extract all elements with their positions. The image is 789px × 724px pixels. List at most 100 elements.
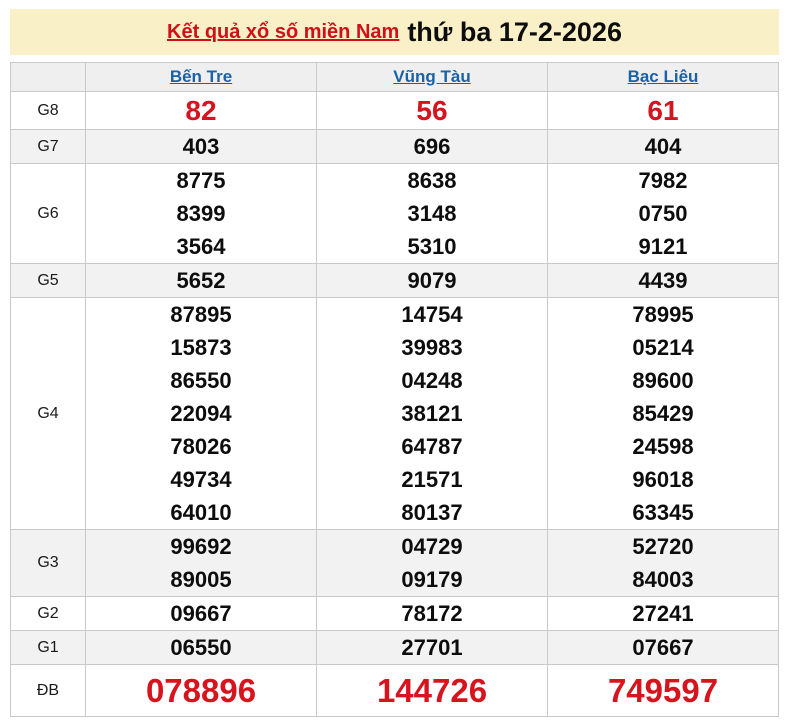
prize-number: 61 — [647, 95, 679, 126]
prize-cell: 8638 3148 5310 — [316, 163, 548, 264]
page-banner: Kết quả xổ số miền Nam thứ ba 17-2-2026 — [10, 9, 779, 55]
prize-number: 4439 — [638, 268, 688, 293]
prize-number: 27701 — [401, 635, 463, 660]
results-table: Bến Tre Vũng Tàu Bạc Liêu G8 82 56 61 G7 403 696… — [10, 62, 779, 717]
prize-cell: 82 — [85, 91, 317, 130]
prize-cell: 61 — [547, 91, 779, 130]
prize-label: G1 — [10, 630, 86, 665]
prize-cell: 09667 — [85, 596, 317, 631]
prize-number: 85429 — [632, 401, 694, 426]
prize-label: G7 — [10, 129, 86, 164]
prize-number: 0750 — [638, 201, 688, 226]
prize-label: G5 — [10, 263, 86, 298]
prize-number: 15873 — [170, 335, 232, 360]
province-header: Bạc Liêu — [547, 62, 779, 92]
province-header: Bến Tre — [85, 62, 317, 92]
prize-number: 96018 — [632, 467, 694, 492]
prize-number: 05214 — [632, 335, 694, 360]
title-date: thứ ba 17-2-2026 — [407, 16, 622, 47]
prize-number: 27241 — [632, 601, 694, 626]
prize-number: 21571 — [401, 467, 463, 492]
province-link[interactable]: Bến Tre — [169, 67, 233, 86]
prize-row-G6: G6 8775 8399 3564 8638 3148 5310 7982 0750 9121 — [10, 163, 779, 264]
prize-cell: 99692 89005 — [85, 529, 317, 597]
prize-number: 8775 — [176, 168, 226, 193]
prize-cell: 06550 — [85, 630, 317, 665]
prize-row-ĐB: ĐB 078896 144726 749597 — [10, 664, 779, 717]
prize-row-G1: G1 06550 27701 07667 — [10, 630, 779, 665]
prize-number: 80137 — [401, 500, 463, 525]
prize-number: 14754 — [401, 302, 463, 327]
prize-number: 09667 — [170, 601, 232, 626]
prize-cell: 144726 — [316, 664, 548, 717]
prize-label: G3 — [10, 529, 86, 597]
prize-row-G4: G4 87895 15873 86550 22094 78026 49734 64010 147… — [10, 297, 779, 530]
prize-number: 63345 — [632, 500, 694, 525]
prize-number: 7982 — [638, 168, 688, 193]
prize-number: 64787 — [401, 434, 463, 459]
prize-number: 89005 — [170, 567, 232, 592]
prize-number: 04729 — [401, 534, 463, 559]
prize-label: G8 — [10, 91, 86, 130]
prize-number: 06550 — [170, 635, 232, 660]
results-body: G8 82 56 61 G7 403 696 404 G6 8775 8399 3564 8638 314… — [10, 91, 779, 717]
prize-number: 3564 — [176, 234, 226, 259]
prize-number: 749597 — [607, 672, 719, 709]
prize-number: 78172 — [401, 601, 463, 626]
prize-number: 24598 — [632, 434, 694, 459]
prize-number: 64010 — [170, 500, 232, 525]
prize-cell: 87895 15873 86550 22094 78026 49734 64010 — [85, 297, 317, 530]
prize-cell: 8775 8399 3564 — [85, 163, 317, 264]
prize-number: 144726 — [376, 672, 488, 709]
prize-number: 99692 — [170, 534, 232, 559]
prize-number: 87895 — [170, 302, 232, 327]
corner-cell — [10, 62, 86, 92]
prize-number: 9079 — [407, 268, 457, 293]
prize-number: 5310 — [407, 234, 457, 259]
prize-number: 56 — [416, 95, 448, 126]
province-header: Vũng Tàu — [316, 62, 548, 92]
prize-label: G4 — [10, 297, 86, 530]
prize-number: 84003 — [632, 567, 694, 592]
prize-number: 09179 — [401, 567, 463, 592]
prize-number: 8638 — [407, 168, 457, 193]
prize-number: 8399 — [176, 201, 226, 226]
prize-number: 9121 — [638, 234, 688, 259]
prize-number: 696 — [413, 134, 451, 159]
prize-label: ĐB — [10, 664, 86, 717]
prize-cell: 403 — [85, 129, 317, 164]
prize-label: G6 — [10, 163, 86, 264]
prize-row-G7: G7 403 696 404 — [10, 129, 779, 164]
prize-number: 04248 — [401, 368, 463, 393]
prize-number: 404 — [644, 134, 682, 159]
prize-row-G3: G3 99692 89005 04729 09179 52720 84003 — [10, 529, 779, 597]
prize-cell: 56 — [316, 91, 548, 130]
prize-cell: 696 — [316, 129, 548, 164]
prize-number: 78026 — [170, 434, 232, 459]
province-link[interactable]: Vũng Tàu — [393, 67, 471, 86]
prize-cell: 404 — [547, 129, 779, 164]
prize-label: G2 — [10, 596, 86, 631]
prize-cell: 27241 — [547, 596, 779, 631]
prize-cell: 4439 — [547, 263, 779, 298]
prize-cell: 078896 — [85, 664, 317, 717]
header-row: Bến Tre Vũng Tàu Bạc Liêu — [10, 62, 779, 92]
province-link[interactable]: Bạc Liêu — [627, 67, 699, 86]
prize-number: 07667 — [632, 635, 694, 660]
prize-cell: 749597 — [547, 664, 779, 717]
prize-number: 3148 — [407, 201, 457, 226]
prize-cell: 5652 — [85, 263, 317, 298]
prize-row-G8: G8 82 56 61 — [10, 91, 779, 130]
prize-number: 403 — [182, 134, 220, 159]
title-link[interactable]: Kết quả xổ số miền Nam — [167, 20, 400, 43]
prize-cell: 07667 — [547, 630, 779, 665]
prize-number: 22094 — [170, 401, 232, 426]
prize-number: 82 — [185, 95, 217, 126]
prize-number: 49734 — [170, 467, 232, 492]
prize-cell: 78995 05214 89600 85429 24598 96018 63345 — [547, 297, 779, 530]
prize-cell: 52720 84003 — [547, 529, 779, 597]
prize-cell: 78172 — [316, 596, 548, 631]
prize-number: 38121 — [401, 401, 463, 426]
prize-cell: 04729 09179 — [316, 529, 548, 597]
